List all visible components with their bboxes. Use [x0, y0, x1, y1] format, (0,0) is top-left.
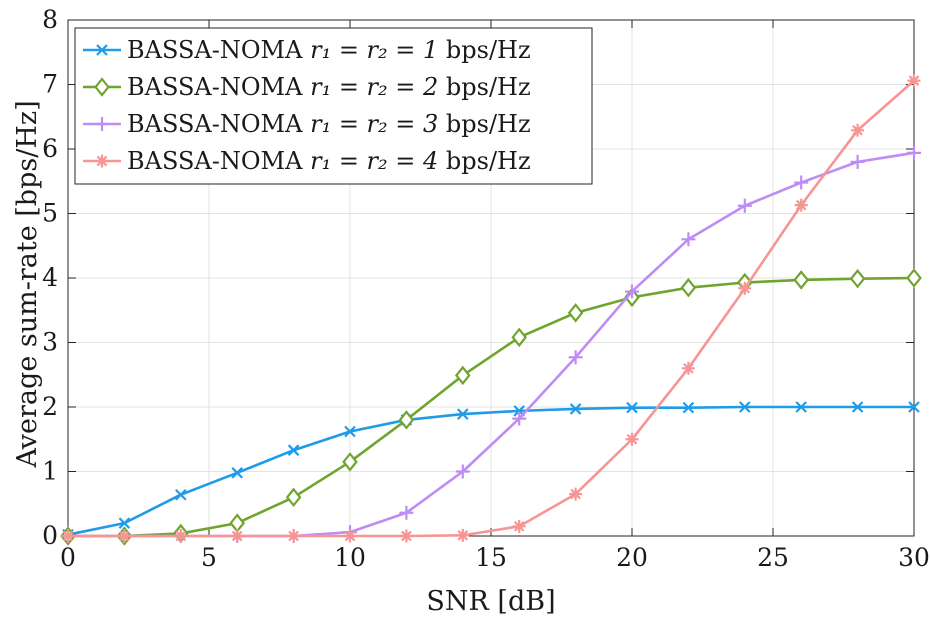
legend-marker	[96, 44, 108, 56]
series-1-point	[569, 403, 582, 415]
y-tick-label: 3	[42, 328, 58, 357]
y-tick-label: 5	[42, 199, 58, 228]
series-4-point	[512, 519, 526, 533]
y-tick-label: 7	[42, 70, 58, 99]
series-1-point	[175, 488, 187, 501]
series-1-point	[231, 467, 243, 479]
legend-marker	[95, 117, 109, 131]
series-line-2	[68, 276, 915, 538]
series-line-1	[67, 405, 914, 536]
series-3-point	[568, 350, 583, 365]
series-3-point	[399, 505, 414, 520]
series-1-point	[344, 425, 356, 438]
x-tick-label: 10	[334, 543, 366, 572]
legend-entry-1: BASSA-NOMA r₁ = r₂ = 1 bps/Hz	[83, 36, 531, 64]
series-2-point	[229, 513, 246, 533]
series-2-point	[849, 268, 866, 289]
series-4-point	[569, 487, 583, 501]
legend-label: BASSA-NOMA r₁ = r₂ = 2 bps/Hz	[127, 73, 531, 101]
tick-labels: 0 5 10 15 20 25 30 0 1 2 3 4 5 6 7 8	[42, 5, 930, 572]
legend-entry-2: BASSA-NOMA r₁ = r₂ = 2 bps/Hz	[83, 73, 531, 101]
series-3-point	[512, 411, 527, 426]
series-1-point	[682, 401, 695, 414]
series-1-point	[118, 517, 131, 529]
series-4-point	[794, 198, 808, 212]
series-2-point	[398, 410, 415, 430]
series-3-point	[850, 154, 865, 169]
y-tick-label: 1	[42, 457, 58, 486]
x-tick-label: 25	[757, 543, 789, 572]
x-tick-label: 20	[616, 543, 648, 572]
legend-entry-4: BASSA-NOMA r₁ = r₂ = 4 bps/Hz	[83, 147, 531, 175]
series-4-point	[907, 74, 921, 88]
series-1-point	[626, 401, 638, 414]
series-3-point	[794, 175, 809, 190]
series-3-point	[455, 464, 470, 479]
series-3-point	[625, 284, 639, 299]
series-4-point	[399, 529, 413, 543]
series-1-point	[287, 444, 300, 456]
legend-marker	[94, 77, 110, 97]
x-axis-title: SNR [dB]	[426, 586, 555, 617]
series-4-point	[681, 361, 695, 375]
series-2-point	[285, 487, 302, 508]
series-1-point	[739, 401, 751, 413]
legend-marker	[95, 154, 109, 168]
x-tick-label: 30	[898, 543, 930, 572]
series-1-point	[851, 401, 864, 413]
series-2-point	[793, 270, 810, 290]
series-3-point	[907, 145, 921, 160]
series-4	[61, 74, 921, 543]
y-tick-label: 0	[42, 521, 58, 550]
series-3-point	[681, 232, 696, 247]
x-tick-label: 5	[201, 543, 217, 572]
series-4-point	[738, 281, 752, 295]
series-4-point	[456, 528, 470, 542]
series-4-point	[287, 529, 301, 543]
series-4-point	[61, 529, 75, 543]
y-tick-label: 4	[42, 263, 58, 292]
series-4-point	[174, 529, 188, 543]
series-2-point	[342, 452, 358, 472]
legend-label: BASSA-NOMA r₁ = r₂ = 4 bps/Hz	[127, 147, 531, 175]
x-tick-label: 15	[475, 543, 507, 572]
series-3-point	[737, 198, 752, 213]
series-1-point	[908, 401, 920, 413]
legend: BASSA-NOMA r₁ = r₂ = 1 bps/Hz BASSA-NOMA …	[74, 27, 593, 185]
series-1-point	[457, 408, 469, 420]
y-tick-label: 6	[42, 134, 58, 163]
legend-label: BASSA-NOMA r₁ = r₂ = 1 bps/Hz	[127, 36, 531, 64]
x-tick-label: 0	[60, 543, 76, 572]
series-2-point	[567, 303, 584, 323]
legend-label: BASSA-NOMA r₁ = r₂ = 3 bps/Hz	[127, 110, 531, 138]
series-2-point	[906, 268, 922, 288]
y-tick-label: 8	[42, 5, 58, 34]
series-4-point	[343, 529, 357, 543]
series-4-point	[851, 123, 865, 137]
series-1-point	[795, 401, 807, 413]
legend-entry-3: BASSA-NOMA r₁ = r₂ = 3 bps/Hz	[83, 110, 531, 138]
series-2-point	[454, 365, 471, 386]
series-2-point	[511, 327, 528, 348]
series-4-point	[625, 432, 639, 446]
y-axis-title: Average sum-rate [bps/Hz]	[12, 100, 43, 468]
y-tick-label: 2	[42, 392, 58, 421]
series-layer	[60, 74, 922, 546]
series-4-point	[230, 529, 244, 543]
series-2-point	[680, 277, 697, 298]
series-4-point	[117, 529, 131, 543]
series-line-4	[68, 79, 915, 538]
legend-box	[74, 27, 593, 185]
